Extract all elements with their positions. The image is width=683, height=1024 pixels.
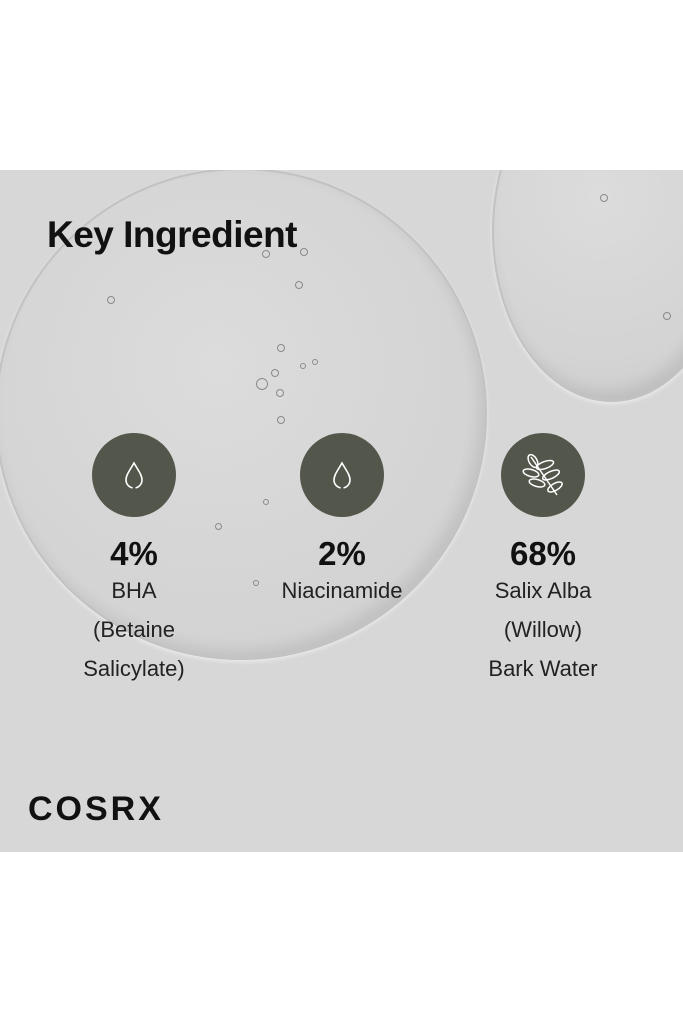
ingredient-name: Niacinamide	[281, 578, 403, 603]
willow-leaf-icon	[501, 433, 585, 517]
percent: 4%	[110, 535, 158, 572]
small-bubble	[492, 170, 683, 402]
brand-logo: COSRX	[28, 790, 164, 828]
percent: 68%	[509, 535, 577, 572]
water-drop-icon	[92, 433, 176, 517]
ingredient-bha: 4% BHA (Betaine Salicylate)	[34, 433, 234, 688]
percent: 2%	[318, 535, 366, 572]
ingredient-niacinamide: 2% Niacinamide	[242, 433, 442, 610]
page-title: Key Ingredient	[47, 214, 298, 255]
ingredient-panel: Key Ingredient 4% BHA (Betaine Salicylate)…	[0, 170, 683, 852]
large-bubble	[0, 170, 487, 660]
ingredient-willow-bark: 68% Salix Alba (Willow) Bark Water	[443, 433, 643, 688]
ingredient-name: BHA (Betaine Salicylate)	[83, 578, 185, 681]
water-drop-icon	[300, 433, 384, 517]
ingredient-name: Salix Alba (Willow) Bark Water	[488, 578, 598, 681]
